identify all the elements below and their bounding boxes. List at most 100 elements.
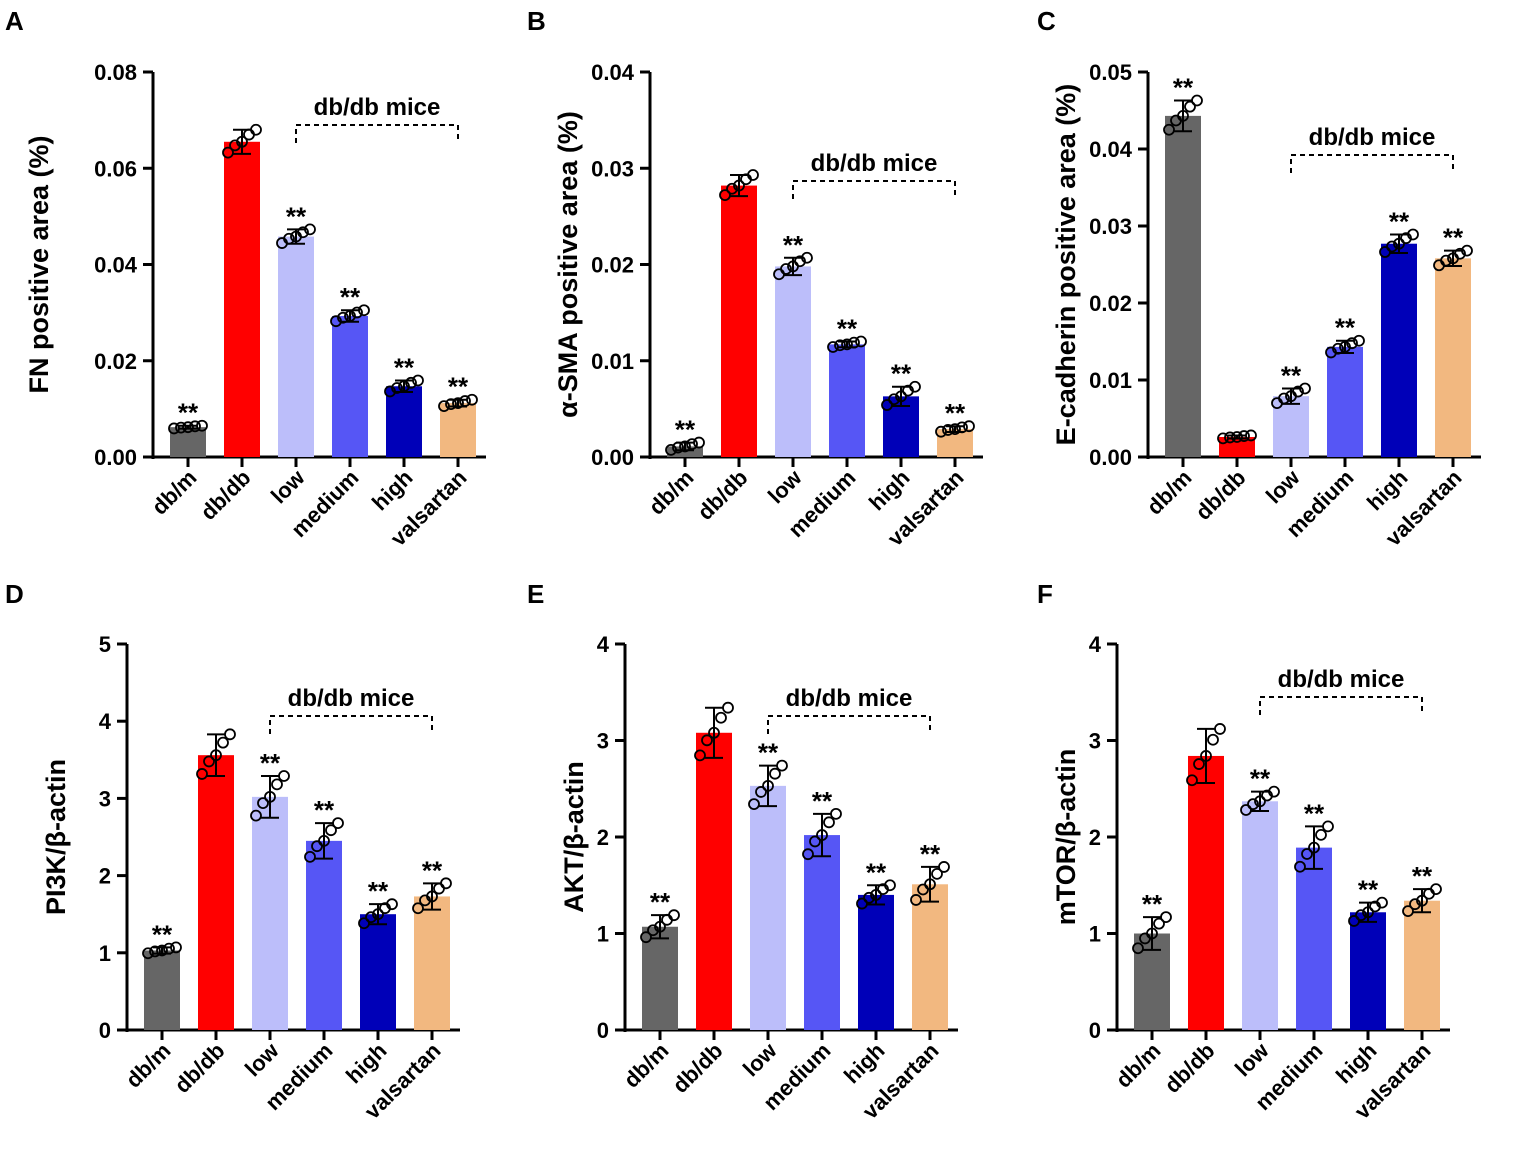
y-tick-label: 0.00 (591, 445, 634, 470)
group-bracket (295, 124, 459, 143)
data-point (1177, 109, 1189, 122)
y-tick-label: 0.04 (94, 253, 138, 278)
data-point (1163, 123, 1175, 136)
data-point (693, 436, 705, 449)
data-point (297, 226, 309, 239)
bar-low (1273, 396, 1309, 457)
significance-marker: ** (1443, 223, 1464, 253)
bar-valsartan (1404, 900, 1440, 1030)
data-point (405, 376, 417, 389)
data-point (1292, 385, 1304, 398)
y-tick-label: 2 (1089, 825, 1101, 850)
group-bracket (792, 180, 956, 199)
data-point (210, 749, 222, 762)
data-point (391, 382, 403, 394)
data-point (250, 809, 262, 822)
data-point (170, 941, 182, 954)
data-point (278, 770, 290, 782)
data-point (802, 848, 814, 861)
bar-medium (804, 835, 840, 1030)
y-axis-label: FN positive area (%) (24, 135, 54, 393)
data-point (776, 759, 788, 772)
data-point (1231, 431, 1243, 443)
x-tick-label: db/db (170, 1038, 230, 1098)
data-point (149, 945, 161, 958)
significance-marker: ** (650, 887, 671, 917)
bar-medium (332, 315, 368, 457)
data-point (755, 786, 767, 798)
bar-medium (1296, 847, 1332, 1030)
data-point (1346, 337, 1358, 350)
data-point (412, 374, 424, 387)
data-point (1240, 804, 1252, 816)
significance-marker: ** (1389, 206, 1410, 236)
data-point (708, 726, 720, 739)
y-tick-label: 3 (99, 786, 111, 811)
significance-marker: ** (340, 282, 361, 312)
data-point (719, 189, 731, 202)
bar-valsartan (912, 884, 948, 1030)
data-point (816, 829, 828, 841)
data-point (1386, 240, 1398, 253)
group-bracket-label: db/db mice (1309, 124, 1436, 151)
data-point (780, 263, 792, 275)
y-tick-label: 0.01 (1089, 368, 1132, 393)
x-tick-label: low (240, 1037, 284, 1081)
significance-marker: ** (178, 398, 199, 428)
y-tick-label: 0.04 (1089, 137, 1133, 162)
y-tick-label: 3 (597, 729, 609, 754)
data-point (203, 755, 215, 768)
x-tick-label: db/m (619, 1038, 674, 1093)
bar-db-db (224, 141, 260, 457)
panel-d: D012345PI3K/β-actin**db/mdb/db**low**med… (5, 579, 460, 1124)
data-point (856, 897, 868, 910)
y-tick-label: 0.03 (1089, 214, 1132, 239)
y-tick-label: 2 (597, 825, 609, 850)
significance-marker: ** (1412, 861, 1433, 891)
y-tick-label: 0.00 (1089, 445, 1132, 470)
data-point (459, 395, 471, 407)
bar-valsartan (1435, 258, 1471, 457)
significance-marker: ** (837, 314, 858, 344)
data-point (715, 711, 727, 724)
y-tick-label: 5 (99, 632, 111, 657)
x-tick-label: low (266, 464, 310, 508)
significance-marker: ** (368, 876, 389, 906)
data-point (283, 232, 295, 245)
y-tick-label: 0 (99, 1018, 111, 1043)
data-point (640, 931, 652, 944)
data-point (935, 425, 947, 438)
data-point (182, 421, 194, 434)
data-point (1191, 94, 1203, 107)
y-tick-label: 2 (99, 864, 111, 889)
data-point (830, 807, 842, 820)
data-point (344, 310, 356, 322)
panel-letter: A (5, 6, 24, 36)
data-point (1355, 909, 1367, 922)
data-point (654, 920, 666, 933)
data-point (726, 182, 738, 195)
data-point (942, 424, 954, 436)
y-tick-label: 0.01 (591, 349, 634, 374)
data-point (250, 123, 262, 136)
data-point (881, 399, 893, 411)
data-point (318, 834, 330, 847)
data-point (1416, 894, 1428, 907)
data-point (801, 251, 813, 264)
data-point (769, 767, 781, 780)
x-tick-label: db/db (693, 465, 753, 525)
data-point (1461, 244, 1473, 257)
significance-marker: ** (314, 795, 335, 825)
data-point (445, 398, 457, 411)
data-point (1238, 430, 1250, 442)
significance-marker: ** (394, 352, 415, 382)
bar-db-db (198, 755, 234, 1030)
data-point (224, 728, 236, 741)
significance-marker: ** (783, 230, 804, 260)
y-tick-label: 4 (99, 709, 112, 734)
y-tick-label: 0.02 (591, 253, 634, 278)
significance-marker: ** (1304, 798, 1325, 828)
data-point (222, 146, 234, 159)
bar-high (1350, 912, 1386, 1030)
